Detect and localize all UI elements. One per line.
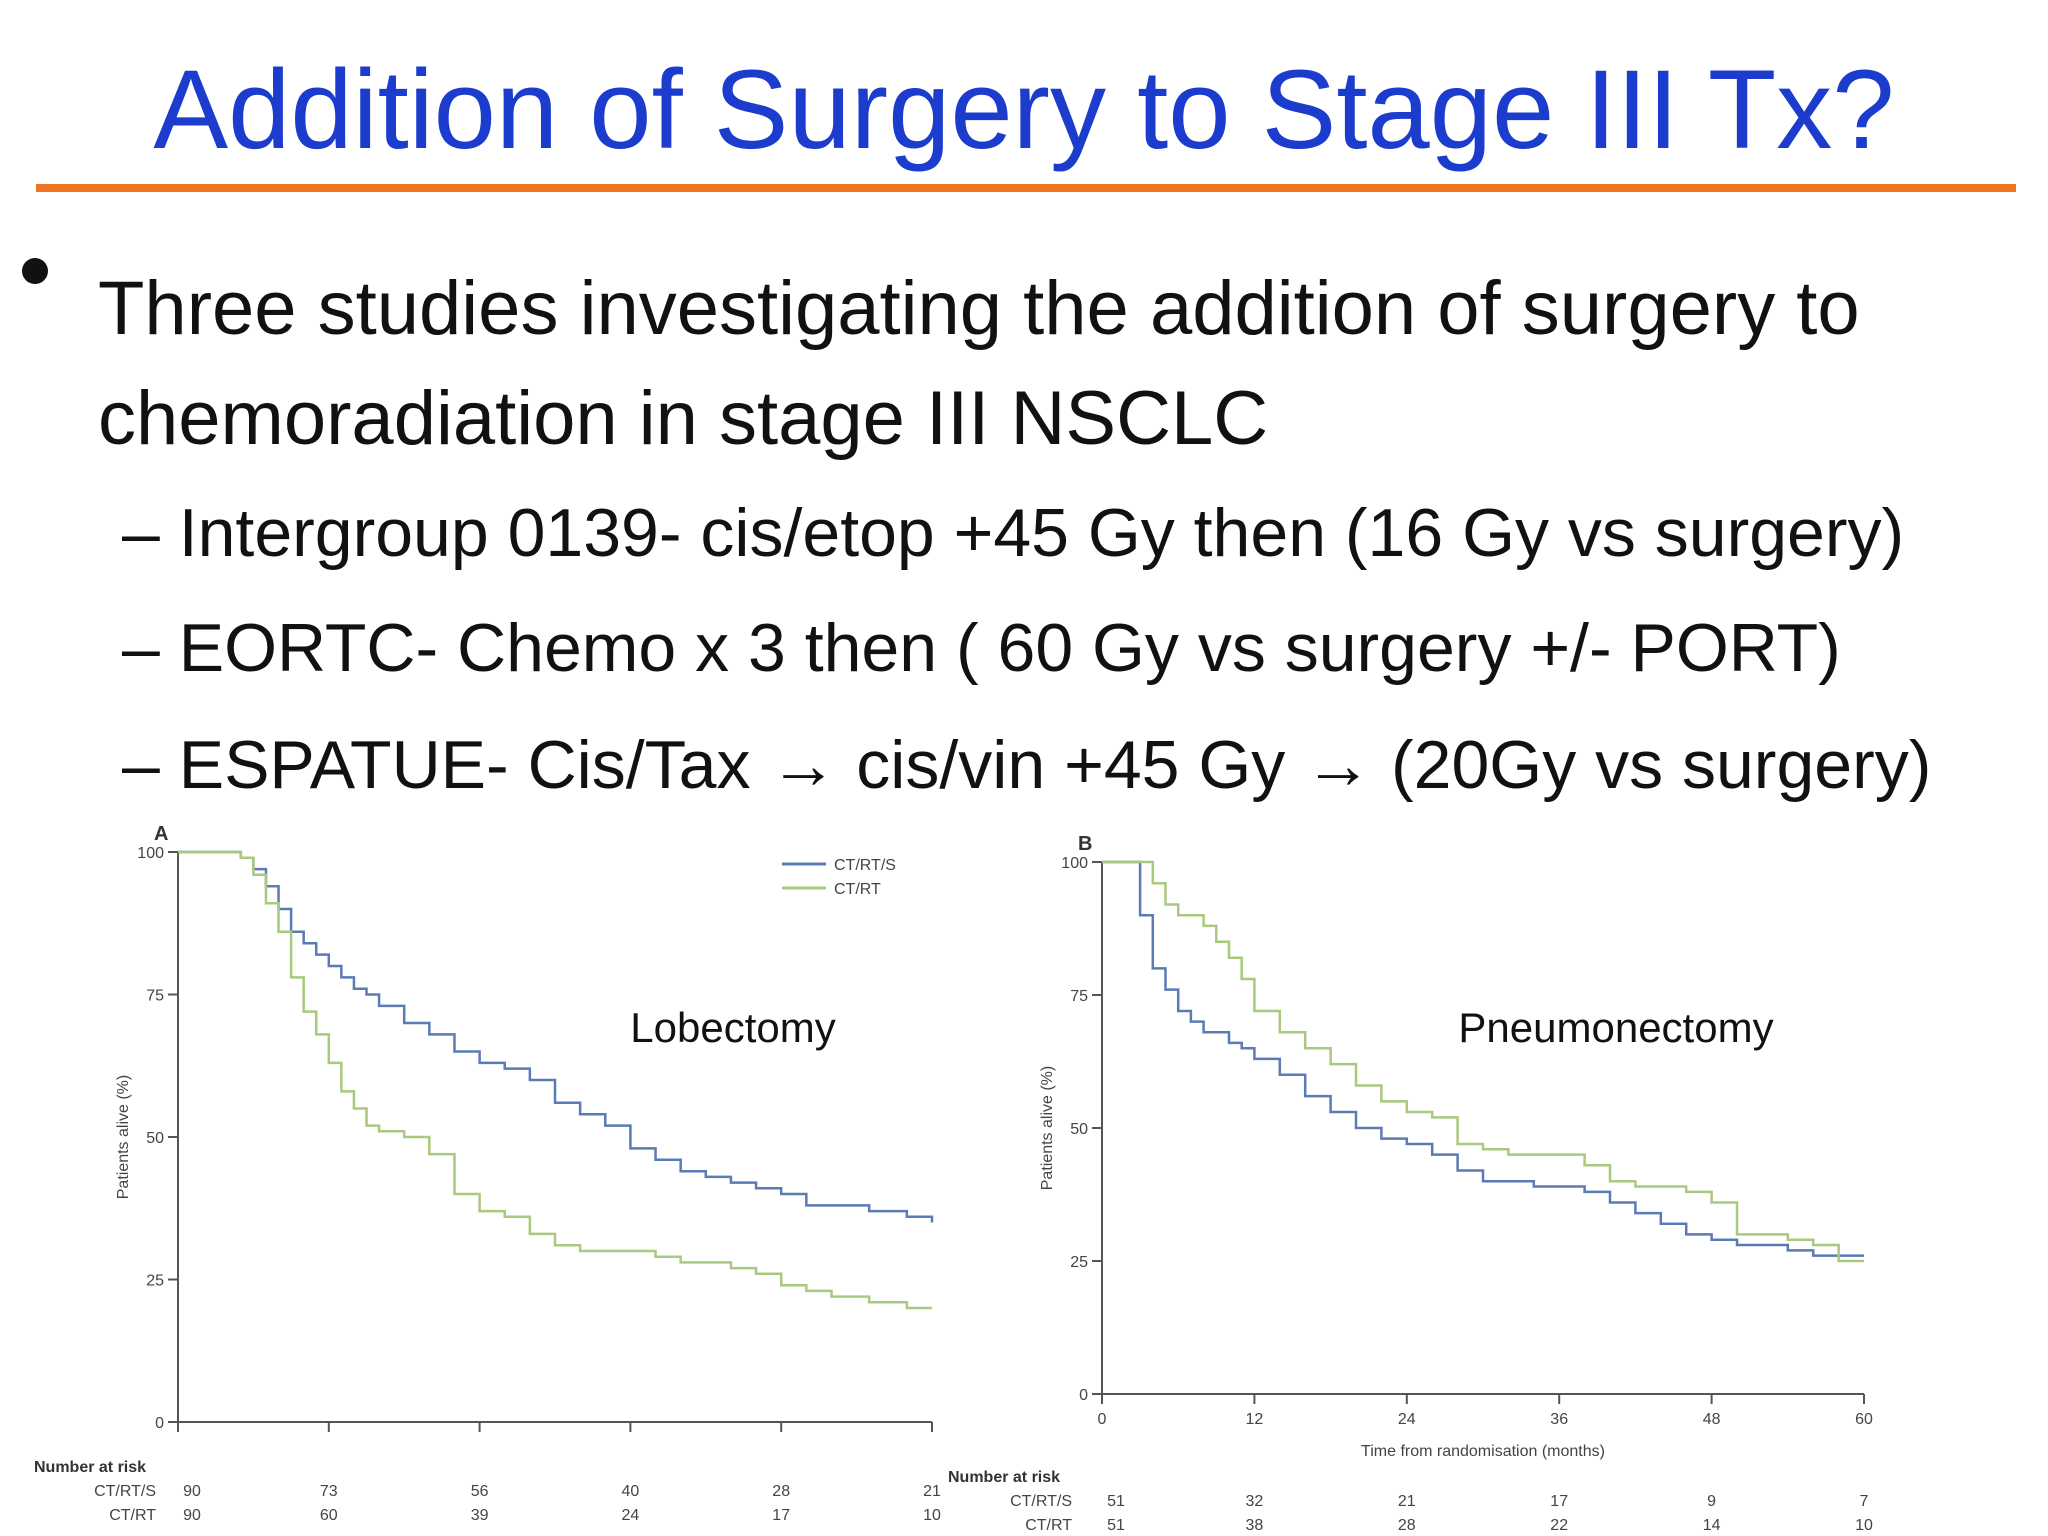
y-tick-label: 75	[146, 988, 164, 1005]
risk-value: 39	[471, 1507, 489, 1524]
x-axis-label: Time from randomisation (months)	[1361, 1443, 1605, 1460]
risk-value: 32	[1246, 1493, 1264, 1510]
risk-value: 28	[772, 1483, 790, 1500]
legend-label: CT/RT/S	[834, 857, 896, 874]
x-tick-label: 0	[1098, 1411, 1107, 1428]
y-tick-label: 0	[1079, 1387, 1088, 1404]
risk-value: 17	[1550, 1493, 1568, 1510]
risk-value: 60	[320, 1507, 338, 1524]
y-axis-label: Patients alive (%)	[1039, 1066, 1056, 1191]
risk-value: 21	[923, 1483, 941, 1500]
y-tick-label: 75	[1070, 988, 1088, 1005]
risk-value: 51	[1107, 1517, 1125, 1534]
y-tick-label: 50	[146, 1130, 164, 1147]
y-tick-label: 50	[1070, 1121, 1088, 1138]
x-tick-label: 12	[1246, 1411, 1264, 1428]
subbullet-intergroup: – Intergroup 0139- cis/etop +45 Gy then …	[122, 495, 1905, 571]
panel-label: B	[1078, 833, 1092, 855]
risk-row-label: CT/RT/S	[1010, 1493, 1072, 1510]
risk-value: 10	[1855, 1517, 1873, 1534]
risk-value: 51	[1107, 1493, 1125, 1510]
risk-value: 40	[622, 1483, 640, 1500]
y-tick-label: 25	[146, 1273, 164, 1290]
bullet-dot	[22, 258, 48, 284]
panel-label: A	[154, 823, 168, 845]
risk-table-heading: Number at risk	[948, 1469, 1060, 1486]
subbullet-eortc: – EORTC- Chemo x 3 then ( 60 Gy vs surge…	[122, 610, 1841, 686]
risk-row-label: CT/RT	[1025, 1517, 1072, 1534]
y-tick-label: 100	[1061, 855, 1088, 872]
y-tick-label: 0	[155, 1415, 164, 1432]
risk-row-label: CT/RT	[109, 1507, 156, 1524]
legend-label: CT/RT	[834, 881, 881, 898]
title-divider	[36, 184, 2016, 192]
subbullet-espatue: – ESPATUE- Cis/Tax → cis/vin +45 Gy → (2…	[122, 727, 1932, 803]
main-bullet-text: Three studies investigating the addition…	[98, 266, 1860, 461]
risk-row-label: CT/RT/S	[94, 1483, 156, 1500]
y-tick-label: 100	[137, 845, 164, 862]
risk-value: 21	[1398, 1493, 1416, 1510]
risk-value: 9	[1707, 1493, 1716, 1510]
chart-annotation: Lobectomy	[630, 1004, 835, 1051]
series-line-ct-rt-s	[1102, 860, 1864, 1257]
risk-value: 24	[622, 1507, 640, 1524]
y-axis-label: Patients alive (%)	[115, 1075, 132, 1200]
y-tick-label: 25	[1070, 1254, 1088, 1271]
risk-table-heading: Number at risk	[34, 1459, 146, 1476]
x-tick-label: 24	[1398, 1411, 1416, 1428]
x-tick-label: 60	[1855, 1411, 1873, 1428]
risk-value: 28	[1398, 1517, 1416, 1534]
km-chart-lobectomy: A 0 25 50 75 100 Patients alive (%) CT/RT/S CT/R…	[34, 823, 941, 1524]
x-tick-label: 36	[1550, 1411, 1568, 1428]
risk-value: 22	[1550, 1517, 1568, 1534]
x-tick-label: 48	[1703, 1411, 1721, 1428]
risk-value: 38	[1246, 1517, 1264, 1534]
risk-value: 90	[183, 1507, 201, 1524]
risk-value: 73	[320, 1483, 338, 1500]
km-chart-pneumonectomy: B 0 25 50 75 100 0 12 24 36 48 60 Patients alive (%)…	[948, 833, 1873, 1534]
risk-value: 7	[1860, 1493, 1869, 1510]
risk-value: 90	[183, 1483, 201, 1500]
risk-value: 17	[772, 1507, 790, 1524]
series-line-ct-rt	[178, 850, 932, 1310]
risk-value: 10	[923, 1507, 941, 1524]
series-line-ct-rt	[1102, 860, 1864, 1263]
risk-value: 14	[1703, 1517, 1721, 1534]
risk-value: 56	[471, 1483, 489, 1500]
chart-annotation: Pneumonectomy	[1458, 1004, 1773, 1051]
slide-title: Addition of Surgery to Stage III Tx?	[153, 47, 1895, 172]
